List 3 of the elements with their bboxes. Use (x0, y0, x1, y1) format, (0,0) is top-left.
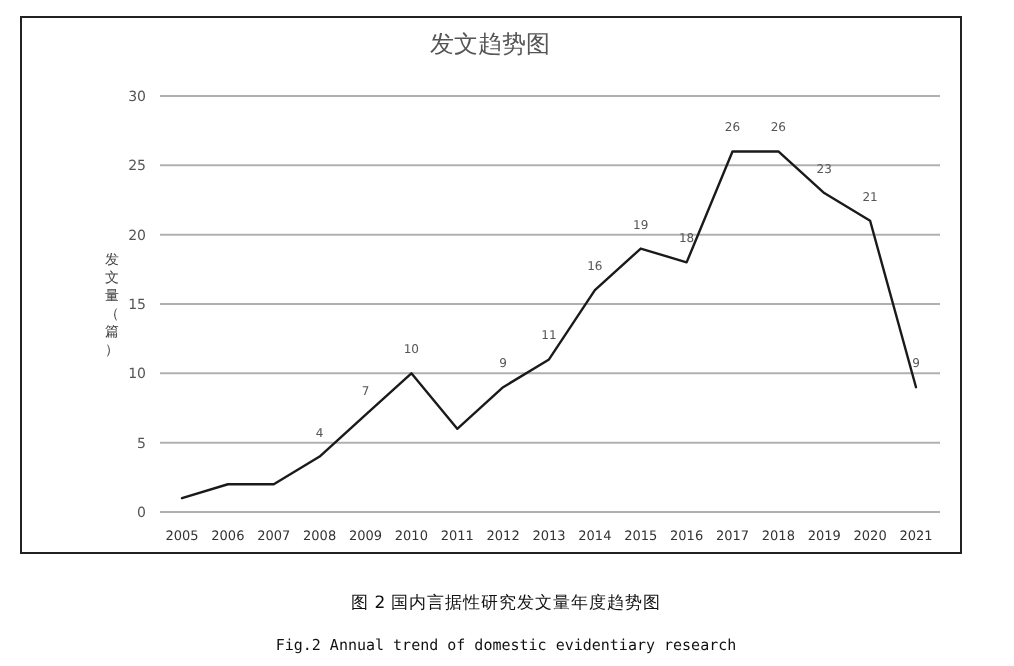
line-series (180, 150, 918, 500)
caption: 图 2 国内言据性研究发文量年度趋势图 (351, 592, 661, 614)
chart-title: 发文趋势图 (430, 30, 550, 58)
